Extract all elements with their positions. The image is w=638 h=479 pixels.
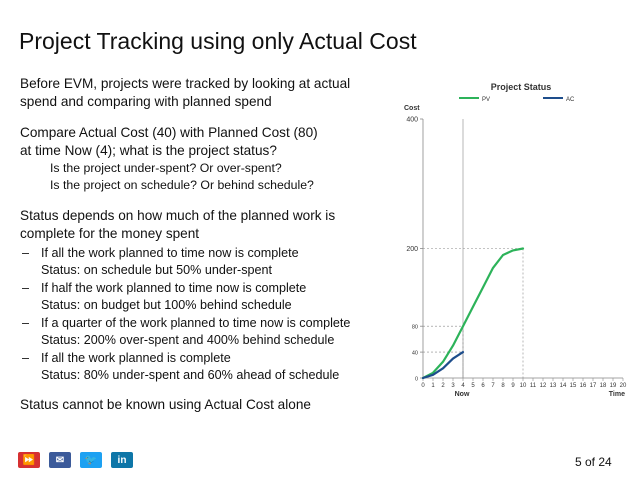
- project-status-chart: Project Status PV AC Cost Time Now 04080…: [404, 82, 627, 398]
- twitter-icon[interactable]: 🐦: [80, 452, 102, 468]
- slide-title: Project Tracking using only Actual Cost: [19, 28, 417, 54]
- conclusion: Status cannot be known using Actual Cost…: [20, 397, 311, 412]
- linkedin-icon[interactable]: in: [111, 452, 133, 468]
- y-tick-label: 400: [406, 117, 418, 124]
- bullet-dash: –: [22, 281, 30, 295]
- y-tick-label: 200: [406, 246, 418, 253]
- x-tick-label: 5: [471, 383, 475, 389]
- bullet-line-1: If half the work planned to time now is …: [41, 281, 307, 295]
- x-tick-label: 16: [580, 383, 587, 389]
- status-line-2: complete for the money spent: [20, 226, 200, 241]
- x-tick-label: 0: [421, 383, 425, 389]
- bullet-dash: –: [22, 316, 30, 330]
- x-axis-label: Time: [609, 391, 625, 398]
- data-point-ac: [452, 357, 454, 360]
- data-point-pv: [492, 267, 494, 269]
- x-tick-label: 14: [560, 383, 567, 389]
- x-tick-label: 12: [540, 383, 547, 389]
- x-tick-label: 10: [520, 383, 527, 389]
- x-tick-label: 17: [590, 383, 597, 389]
- data-point-pv: [502, 254, 504, 256]
- bullet-line-2: Status: on budget but 100% behind schedu…: [41, 297, 292, 312]
- y-tick-label: 80: [412, 325, 418, 331]
- bullet-item: – If half the work planned to time now i…: [20, 280, 392, 313]
- data-point-ac: [442, 367, 444, 370]
- data-point-pv: [522, 247, 524, 250]
- bullet-item: – If a quarter of the work planned to ti…: [20, 315, 392, 348]
- bullet-line-1: If all the work planned is complete: [41, 351, 231, 365]
- bullet-line-2: Status: on schedule but 50% under-spent: [41, 262, 273, 277]
- x-tick-label: 4: [461, 383, 465, 389]
- y-tick-label: 0: [415, 377, 418, 383]
- x-tick-label: 13: [550, 383, 557, 389]
- email-icon[interactable]: ✉: [49, 452, 71, 468]
- question-1: Is the project under-spent? Or over-spen…: [50, 161, 282, 175]
- chart-title: Project Status: [491, 82, 552, 92]
- data-point-pv: [442, 361, 444, 363]
- x-tick-label: 6: [481, 383, 485, 389]
- x-tick-label: 7: [491, 383, 495, 389]
- page-number: 5 of 24: [575, 455, 612, 469]
- x-tick-label: 2: [441, 383, 445, 389]
- data-point-pv: [432, 372, 434, 374]
- x-tick-label: 18: [600, 383, 607, 389]
- data-point-ac: [432, 373, 434, 376]
- data-point-ac: [462, 351, 464, 353]
- bullet-line-2: Status: 200% over-spent and 400% behind …: [41, 332, 335, 347]
- y-tick-label: 40: [412, 351, 418, 357]
- x-tick-label: 15: [570, 383, 577, 389]
- y-axis-label: Cost: [404, 105, 420, 112]
- x-tick-label: 8: [501, 383, 505, 389]
- bullet-dash: –: [22, 351, 30, 365]
- compare-line-1: Compare Actual Cost (40) with Planned Co…: [20, 125, 318, 140]
- bullet-line-1: If all the work planned to time now is c…: [41, 246, 299, 260]
- presentation-icon[interactable]: ⏩: [18, 452, 40, 468]
- data-point-pv: [452, 344, 454, 347]
- bullet-item: – If all the work planned is complete St…: [20, 350, 392, 383]
- legend-ac-label: AC: [566, 97, 575, 103]
- data-point-pv: [482, 286, 484, 289]
- series-line-pv: [421, 247, 525, 380]
- bullet-line-1: If a quarter of the work planned to time…: [41, 316, 351, 330]
- x-tick-label: 1: [431, 383, 435, 389]
- intro-line-1: Before EVM, projects were tracked by loo…: [20, 76, 351, 91]
- data-point-pv: [472, 305, 474, 308]
- data-point-ac: [422, 377, 424, 379]
- data-point-pv: [512, 249, 514, 252]
- status-line-1: Status depends on how much of the planne…: [20, 208, 336, 223]
- share-icons: ⏩ ✉ 🐦 in: [18, 452, 133, 468]
- bullet-dash: –: [22, 246, 30, 260]
- data-point-pv: [462, 325, 464, 327]
- intro-line-2: spend and comparing with planned spend: [20, 94, 272, 109]
- now-label: Now: [455, 391, 470, 398]
- x-tick-label: 9: [511, 383, 515, 389]
- x-tick-label: 19: [610, 383, 617, 389]
- slide-body: Before EVM, projects were tracked by loo…: [20, 75, 392, 414]
- question-2: Is the project on schedule? Or behind sc…: [50, 178, 314, 192]
- legend-pv-label: PV: [482, 97, 490, 103]
- compare-line-2: at time Now (4); what is the project sta…: [20, 143, 277, 158]
- x-tick-label: 3: [451, 383, 455, 389]
- bullet-item: – If all the work planned to time now is…: [20, 245, 392, 278]
- bullet-line-2: Status: 80% under-spent and 60% ahead of…: [41, 367, 340, 382]
- x-tick-label: 20: [620, 383, 627, 389]
- x-tick-label: 11: [530, 383, 537, 389]
